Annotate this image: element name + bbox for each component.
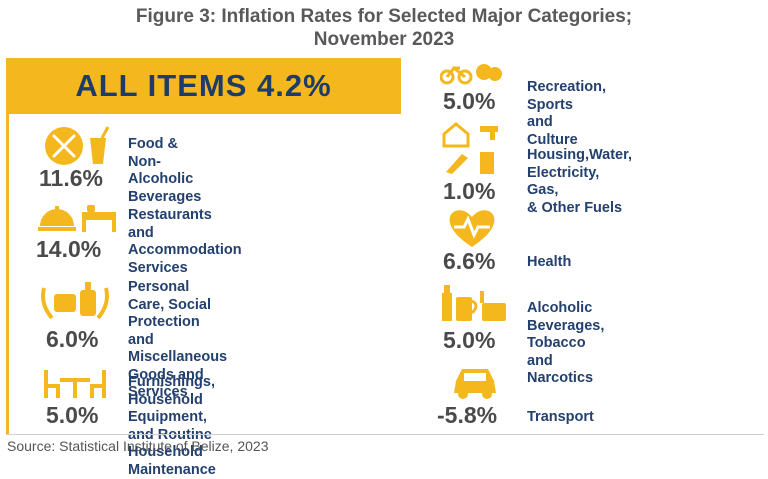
label-line: Restaurants and (128, 207, 212, 241)
label-housing: Housing,Water, Electricity, Gas, & Other… (527, 147, 632, 217)
label-line: Furnishings, Household (128, 374, 215, 408)
label-food: Food & Non-Alcoholic Beverages (128, 136, 201, 206)
label-transport: Transport (527, 409, 594, 427)
label-line: Miscellaneous Goods and (128, 349, 228, 383)
label-line: Personal Care, Social (128, 279, 212, 313)
label-line: Accommodation (128, 242, 242, 258)
value-food: 11.6% (39, 165, 103, 191)
label-health: Health (527, 254, 571, 272)
chart-title: Figure 3: Inflation Rates for Selected M… (135, 6, 633, 27)
label-line: Housing,Water, (527, 147, 632, 163)
alcohol-icon (442, 285, 506, 321)
label-line: Beverages (128, 188, 202, 205)
personal-care-icon (41, 282, 109, 320)
restaurant-icon (38, 205, 116, 232)
divider (6, 434, 764, 435)
label-line: and Culture (527, 114, 578, 148)
label-line: Protection and (128, 314, 200, 348)
transport-icon (454, 369, 496, 399)
label-line: Services (128, 259, 188, 276)
label-line: & Other Fuels (527, 199, 623, 216)
label-line: Food & (128, 136, 178, 152)
label-line: Recreation, Sports (527, 79, 606, 113)
label-line: and Narcotics (527, 352, 594, 387)
value-personal-care: 6.0% (46, 326, 99, 352)
label-restaurants: Restaurants and Accommodation Services (128, 207, 242, 277)
value-recreation: 5.0% (443, 88, 496, 114)
label-line: Electricity, Gas, (527, 164, 600, 199)
value-alcohol: 5.0% (443, 327, 496, 353)
label-recreation: Recreation, Sports and Culture (527, 79, 606, 149)
label-line: Beverages, Tobacco (527, 317, 605, 352)
label-furnishings: Furnishings, Household Equipment, and Ro… (128, 374, 216, 479)
housing-icon (442, 122, 498, 174)
panel-border (6, 58, 9, 434)
label-line: Transport (527, 409, 594, 425)
label-line: Alcoholic (527, 300, 593, 316)
label-line: Non-Alcoholic (128, 153, 194, 188)
value-housing: 1.0% (443, 178, 496, 204)
furniture-icon (44, 370, 106, 398)
recreation-icon (440, 64, 502, 85)
food-icon (45, 126, 110, 165)
health-icon (449, 210, 495, 247)
label-line: Health (527, 254, 572, 270)
label-alcohol: Alcoholic Beverages, Tobacco and Narcoti… (527, 300, 604, 388)
chart-subtitle: November 2023 (313, 29, 455, 50)
label-personal-care: Personal Care, Social Protection and Mis… (128, 279, 227, 402)
value-restaurants: 14.0% (36, 236, 102, 262)
value-health: 6.6% (443, 248, 496, 274)
label-line: Services (128, 384, 188, 400)
value-transport: -5.8% (437, 402, 498, 428)
all-items-label: ALL ITEMS 4.2% (75, 68, 332, 103)
value-furnishings: 5.0% (46, 402, 99, 428)
source-note: Source: Statistical Institute of Belize,… (7, 438, 269, 454)
all-items-banner: ALL ITEMS 4.2% (6, 58, 401, 114)
